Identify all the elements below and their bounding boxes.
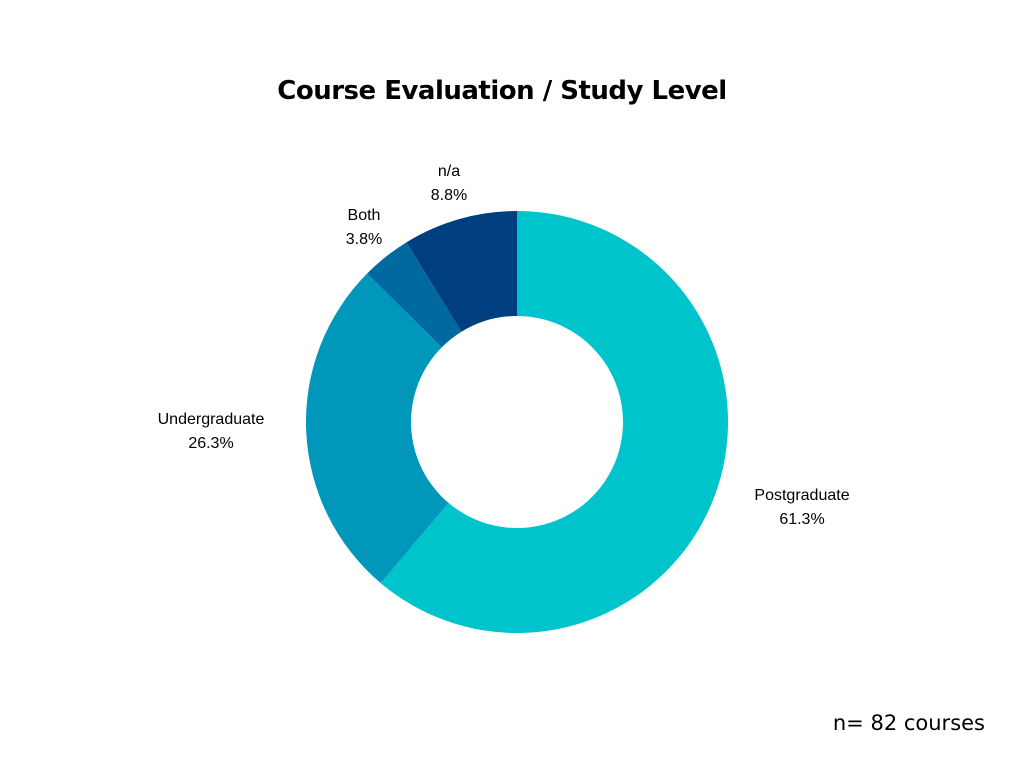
slice-n-a <box>406 211 517 332</box>
slice-value-label: 3.8% <box>346 231 382 248</box>
labels-layer: Postgraduate 61.3% Undergraduate 26.3% Both 3… <box>158 163 850 528</box>
chart-title: Course Evaluation / Study Level <box>277 76 727 106</box>
slices-layer <box>306 211 728 633</box>
slice-postgraduate <box>380 211 728 633</box>
slice-undergraduate <box>306 273 449 584</box>
sample-size-note: n= 82 courses <box>832 711 985 735</box>
slice-value-label: 8.8% <box>431 187 467 204</box>
slice-label: Postgraduate <box>754 487 849 504</box>
slice-both <box>367 242 462 348</box>
slice-label: Undergraduate <box>158 411 265 428</box>
slice-value-label: 26.3% <box>188 435 233 452</box>
slice-label: n/a <box>438 163 460 180</box>
slice-value-label: 61.3% <box>779 511 824 528</box>
slice-label: Both <box>348 207 381 224</box>
